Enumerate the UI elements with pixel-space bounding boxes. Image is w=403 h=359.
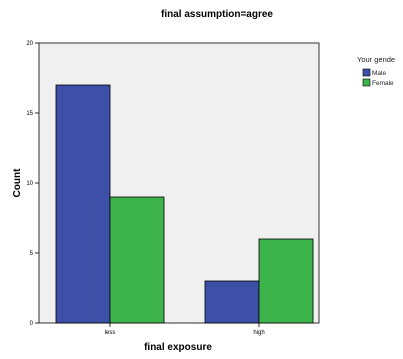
y-tick-label-1: 5 xyxy=(30,251,34,257)
bars-group xyxy=(55,84,314,324)
y-tick-label-2: 10 xyxy=(26,181,33,187)
legend: Your gende Male Female xyxy=(357,55,395,87)
bar-less-female xyxy=(109,196,165,324)
y-axis-label: Count xyxy=(12,168,23,198)
x-axis: less high xyxy=(105,323,265,336)
legend-title: Your gende xyxy=(357,55,395,64)
x-axis-label: final exposure xyxy=(144,342,212,353)
legend-label-male: Male xyxy=(372,70,386,77)
chart-title: final assumption=agree xyxy=(161,9,273,20)
x-tick-label-less: less xyxy=(105,330,116,336)
y-tick-label-4: 20 xyxy=(26,41,33,47)
x-tick-label-high: high xyxy=(253,330,264,336)
legend-swatch-female xyxy=(362,78,371,87)
y-tick-label-0: 0 xyxy=(30,321,34,327)
legend-swatch-male xyxy=(362,68,371,77)
y-axis: 0 5 10 15 20 xyxy=(26,41,39,327)
y-tick-label-3: 15 xyxy=(26,111,33,117)
bar-high-male xyxy=(204,280,260,324)
bar-high-female xyxy=(258,238,314,324)
bar-less-male xyxy=(55,84,111,324)
legend-label-female: Female xyxy=(372,80,394,87)
